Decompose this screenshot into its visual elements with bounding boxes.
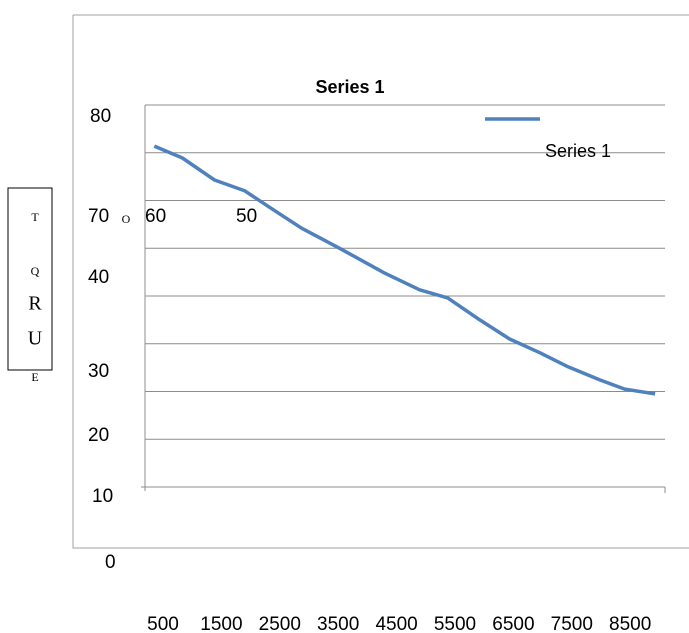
y-tick-label: 10 — [92, 486, 113, 507]
chart-title: Series 1 — [315, 77, 384, 97]
y-axis-label: O — [122, 212, 131, 226]
y-axis-label-box — [7, 187, 53, 371]
y-tick-label: 80 — [90, 106, 111, 127]
x-tick-label: 6500 — [492, 614, 534, 633]
y-axis-label: E — [31, 370, 38, 384]
y-axis-label: Q — [31, 264, 40, 278]
x-tick-label: 2500 — [259, 614, 301, 633]
series-line — [153, 144, 656, 396]
x-tick-label: 7500 — [551, 614, 593, 633]
chart-border — [72, 14, 689, 549]
x-tick-label: 5500 — [434, 614, 476, 633]
y-tick-label: 20 — [88, 425, 109, 446]
y-tick-label: 70 — [88, 206, 109, 227]
y-axis-label: U — [28, 328, 43, 350]
x-tick-label: 8500 — [609, 614, 651, 633]
y-tick-label: 0 — [105, 552, 116, 573]
x-tick-label: 1500 — [200, 614, 242, 633]
legend-label: Series 1 — [545, 141, 611, 161]
y-axis-label: T — [31, 210, 39, 224]
y-tick-label: 50 — [236, 206, 257, 227]
y-axis-label: R — [28, 293, 42, 315]
x-tick-label: 4500 — [375, 614, 417, 633]
y-tick-label: 30 — [88, 361, 109, 382]
y-tick-label: 40 — [88, 267, 109, 288]
x-tick-label: 500 — [147, 614, 179, 633]
y-tick-label: 60 — [145, 206, 166, 227]
x-tick-label: 3500 — [317, 614, 359, 633]
